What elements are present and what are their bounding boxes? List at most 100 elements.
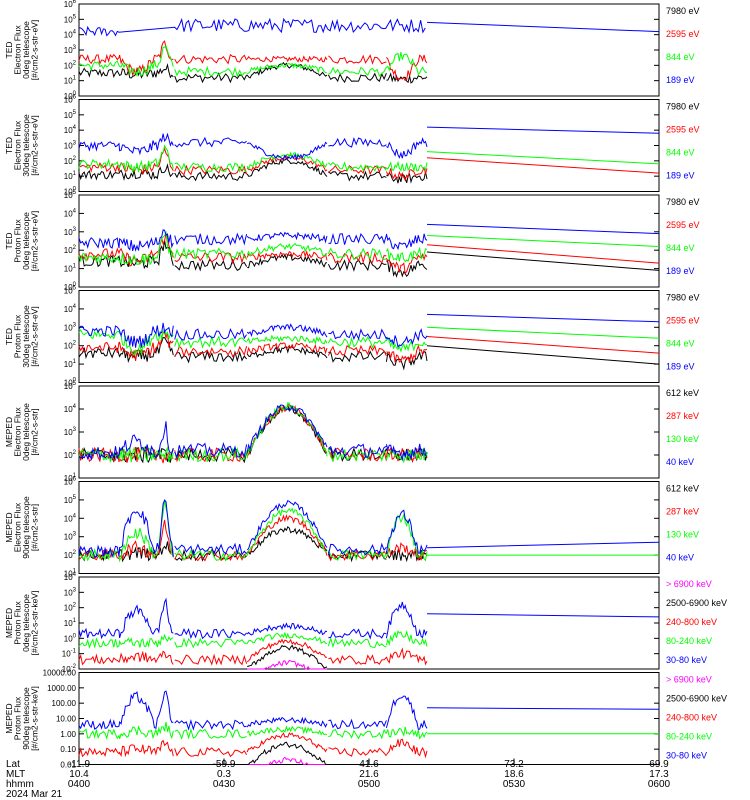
y-axis-label-line: Electron Flux — [13, 406, 23, 456]
y-tick-label: 104 — [64, 208, 77, 218]
y-axis-label-line: [#/cm2-s-str-keV] — [30, 591, 40, 656]
y-axis-label-line: Electron Flux — [13, 120, 23, 170]
series-line-7980-ev — [78, 157, 428, 184]
y-axis-label-line: Proton Flux — [13, 696, 23, 740]
legend-entry: 80-240 keV — [666, 732, 712, 742]
legend-entry: 40 keV — [666, 457, 694, 467]
y-tick-label: 101 — [64, 264, 77, 274]
series-line-40-kev — [78, 499, 660, 559]
legend-entry: 2595 eV — [666, 125, 700, 135]
x-tick-label: 18.6 — [504, 769, 524, 780]
x-tick-label: 0530 — [503, 779, 526, 790]
series-line-2595-ev — [78, 331, 660, 364]
legend-entry: 240-800 keV — [666, 713, 717, 723]
y-axis-label-line: 0deg telescope — [21, 594, 31, 652]
y-tick-label: 100 — [64, 282, 77, 292]
y-tick-label: 103 — [64, 532, 77, 542]
y-tick-label: 102 — [64, 550, 77, 560]
legend-entry: > 6900 keV — [666, 675, 712, 685]
y-axis-label-line: TED — [4, 328, 14, 345]
y-axis-label-line: Electron Flux — [13, 502, 23, 552]
y-tick-label: 100 — [64, 91, 77, 101]
y-tick-label: 100.00 — [52, 699, 77, 708]
legend-entry: 130 keV — [666, 530, 699, 540]
panel-frame — [78, 290, 660, 383]
series-line--6900-kev — [247, 756, 327, 765]
legend-entry: 844 eV — [666, 243, 695, 253]
legend-entry: 30-80 keV — [666, 655, 707, 665]
legend-entry: 240-800 keV — [666, 617, 717, 627]
x-tick-label: 0.3 — [217, 769, 231, 780]
y-axis-label-line: 30deg telescope — [21, 114, 31, 177]
legend-entry: 130 keV — [666, 434, 699, 444]
legend-entry: 189 eV — [666, 266, 695, 276]
y-tick-label: 101 — [64, 473, 77, 483]
y-tick-label: 102 — [64, 245, 77, 255]
y-tick-label: 102 — [64, 341, 77, 351]
y-tick-label: 101 — [64, 569, 77, 579]
x-tick-label: 0430 — [213, 779, 236, 790]
y-axis-label-line: [#/cm2-s-str] — [30, 408, 40, 455]
y-axis-label-line: TED — [4, 137, 14, 154]
legend-entry: 30-80 keV — [666, 751, 707, 761]
y-tick-label: 103 — [64, 587, 77, 597]
x-tick-label: -59.9 — [213, 759, 236, 770]
legend-entry: 7980 eV — [666, 6, 700, 16]
panel-frame — [78, 481, 660, 574]
y-tick-label: 105 — [64, 190, 77, 200]
y-tick-label: 105 — [64, 286, 77, 296]
y-tick-label: 10-1 — [62, 649, 77, 659]
y-axis-label-line: Proton Flux — [13, 314, 23, 358]
legend-entry: 189 eV — [666, 171, 695, 181]
y-tick-label: 10-2 — [62, 664, 77, 674]
series-line-2500-6900-kev — [247, 741, 328, 766]
series-line-7980-ev — [78, 337, 660, 371]
x-tick-label: 0600 — [648, 779, 671, 790]
series-line-80-240-kev — [78, 630, 428, 649]
legend-entry: 612 keV — [666, 388, 699, 398]
y-tick-label: 106 — [64, 477, 77, 487]
y-tick-label: 100 — [64, 633, 77, 643]
legend-entry: 2500-6900 keV — [666, 694, 727, 704]
y-tick-label: 1000.00 — [47, 684, 76, 693]
legend-entry: 844 eV — [666, 339, 695, 349]
y-tick-label: 101 — [64, 76, 77, 86]
panel-frame — [78, 3, 660, 97]
y-axis-label-line: 0deg telescope — [21, 403, 31, 461]
x-tick-label: 69.9 — [649, 759, 669, 770]
series-line-844-ev — [78, 144, 660, 173]
y-tick-label: 10.00 — [56, 715, 77, 724]
series-line-844-ev — [78, 44, 428, 78]
series-line-844-ev — [78, 326, 660, 356]
legend-entry: 2595 eV — [666, 220, 700, 230]
legend-entry: 612 keV — [666, 484, 699, 494]
legend-entry: 2595 eV — [666, 316, 700, 326]
y-axis-label-line: [#/cm2-s-str-eV] — [30, 306, 40, 366]
y-tick-label: 10000.00 — [43, 669, 77, 678]
series-line-2595-ev — [78, 147, 660, 182]
x-tick-label: 0400 — [68, 779, 91, 790]
y-tick-label: 105 — [64, 14, 77, 24]
y-axis-label-line: [#/cm2-s-str-eV] — [30, 115, 40, 175]
y-tick-label: 103 — [64, 227, 77, 237]
y-tick-label: 105 — [64, 110, 77, 120]
legend-entry: 189 eV — [666, 362, 695, 372]
y-tick-label: 104 — [64, 125, 77, 135]
x-tick-label: 73.2 — [504, 759, 524, 770]
panel-frame — [78, 576, 660, 670]
panel-frame — [78, 194, 660, 288]
series-line-287-kev — [78, 404, 428, 464]
x-tick-label: 10.4 — [69, 769, 89, 780]
y-tick-label: 1.00 — [60, 730, 76, 739]
legend-entry: 80-240 keV — [666, 636, 712, 646]
y-axis-label-line: MEPED — [4, 703, 14, 733]
y-axis-label-line: 0deg telescope — [21, 21, 31, 79]
legend-entry: 2500-6900 keV — [666, 598, 727, 608]
y-tick-label: 103 — [64, 45, 77, 55]
